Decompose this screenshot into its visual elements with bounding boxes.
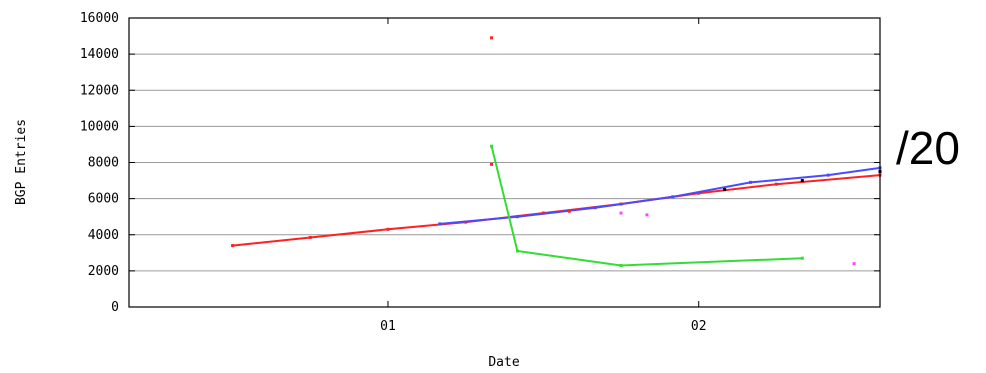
series-4 [490,144,804,267]
y-tick-label: 0 [111,300,119,315]
data-point [619,211,623,215]
series-line [439,166,881,225]
series-5 [619,211,856,266]
y-tick-label: 12000 [80,83,119,98]
series-layer [231,36,882,267]
x-axis-title: Date [488,355,519,370]
data-point [645,213,649,217]
series-3 [490,36,571,213]
data-point [490,162,494,166]
data-point [490,36,494,40]
series-line [490,145,803,267]
y-tick-label: 8000 [88,156,119,171]
y-tick-label: 10000 [80,119,119,134]
data-point [567,209,571,213]
y-tick-label: 4000 [88,228,119,243]
y-axis-title: BGP Entries [14,119,29,205]
side-label: /20 [896,122,960,174]
data-point [231,244,235,248]
data-point [438,222,442,226]
x-tick-label: 02 [691,319,707,334]
y-tick-label: 6000 [88,192,119,207]
gridlines [129,53,880,272]
x-tick-label: 01 [380,319,396,334]
y-tick-label: 2000 [88,264,119,279]
data-point [852,262,856,266]
y-tick-label: 16000 [80,11,119,26]
y-tick-label: 14000 [80,47,119,62]
data-point [723,188,727,192]
axis-ticks: 16000 14000 12000 10000 8000 6000 4000 2000 0 01 0… [80,11,880,334]
data-point [800,179,804,183]
data-point [800,256,804,260]
